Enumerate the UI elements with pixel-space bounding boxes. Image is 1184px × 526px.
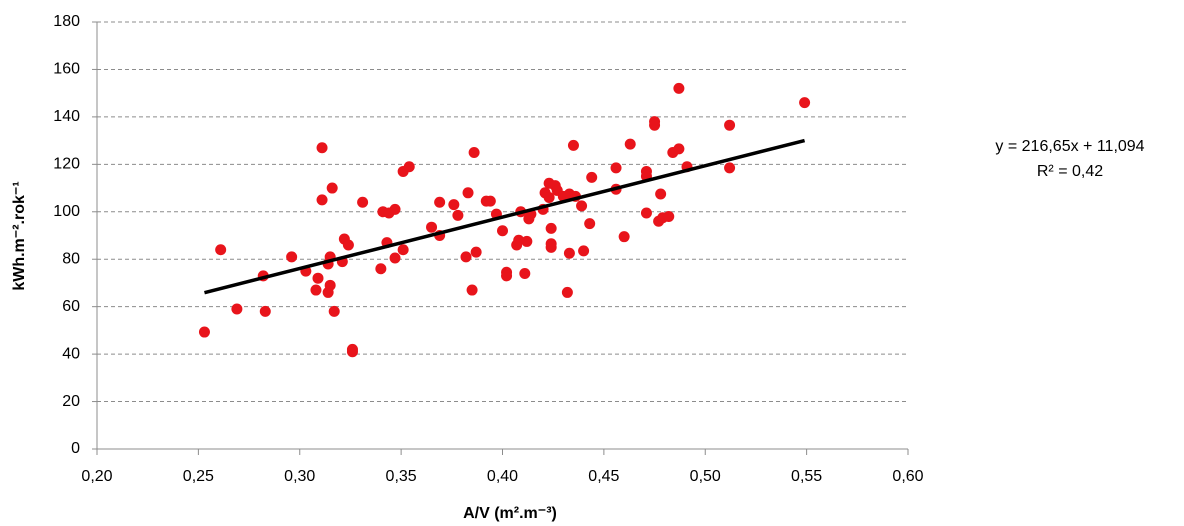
point [519,267,531,279]
x-tick-label: 0,35 [386,468,417,485]
point [328,305,340,317]
point [324,279,336,291]
point [655,188,667,200]
point [426,221,438,233]
point [663,211,675,223]
point [342,239,354,251]
point [545,238,557,250]
point [799,97,811,109]
point [198,326,210,338]
point [460,251,472,263]
point [215,244,227,256]
point [470,246,482,258]
x-tick-label: 0,20 [81,468,112,485]
point [724,162,736,174]
point [452,209,464,221]
point [521,235,533,247]
point [403,161,415,173]
point [312,272,324,284]
x-axis-title: A/V (m².m⁻³) [463,505,557,522]
y-tick-label: 180 [53,13,80,30]
point [316,142,328,154]
point [357,196,369,208]
x-tick-label: 0,25 [183,468,214,485]
point [375,263,387,275]
point [610,162,622,174]
point [640,207,652,219]
point [563,247,575,259]
point [567,139,579,151]
x-tick-label: 0,30 [284,468,315,485]
point [286,251,298,263]
x-tick-label: 0,60 [892,468,923,485]
x-tick-label: 0,45 [588,468,619,485]
x-tick-label: 0,55 [791,468,822,485]
point [561,286,573,298]
y-tick-label: 60 [62,298,80,315]
point [462,187,474,199]
y-tick-label: 0 [71,440,80,457]
point [497,225,508,237]
point [468,146,480,158]
point [326,182,338,194]
trendline [204,138,806,295]
point [673,82,685,94]
y-tick-label: 80 [62,250,80,267]
point [584,218,596,230]
r-squared: R² = 0,42 [1037,163,1103,180]
y-tick-label: 160 [53,61,80,78]
point [397,244,409,256]
point [576,200,588,212]
point [543,192,555,204]
trendline-equation: y = 216,65x + 11,094 [995,138,1144,155]
point [316,194,328,206]
point [545,222,557,234]
point [618,231,630,243]
point [501,270,513,282]
point [389,252,401,264]
point [310,284,322,296]
x-tick-label: 0,50 [690,468,721,485]
point [586,171,598,183]
point [724,119,736,131]
x-tick-label: 0,40 [487,468,518,485]
y-tick-label: 140 [53,108,80,125]
y-axis-title: kWh.m⁻².rok⁻¹ [11,181,28,290]
y-tick-label: 20 [62,393,80,410]
y-tick-label: 120 [53,156,80,173]
point [624,138,636,150]
y-tick-label: 40 [62,345,80,362]
point [673,143,685,155]
y-tick-label: 100 [53,203,80,220]
point [448,199,460,211]
point [259,305,271,317]
point [389,203,401,215]
point [466,284,478,296]
point [231,303,243,315]
point [578,245,590,257]
point [346,346,358,358]
point [649,119,661,131]
point [434,196,446,208]
point [484,195,496,207]
point [513,234,525,246]
